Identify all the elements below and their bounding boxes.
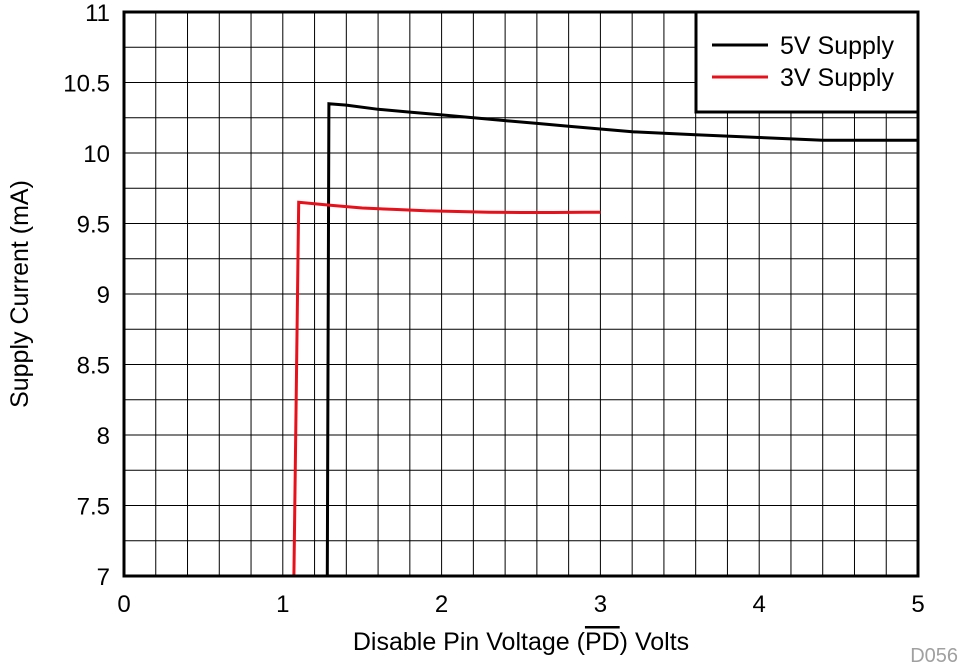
y-tick-label: 8	[97, 423, 110, 450]
x-tick-label: 0	[117, 591, 130, 618]
y-tick-label: 7	[97, 564, 110, 591]
x-tick-label: 2	[435, 591, 448, 618]
y-tick-label: 11	[85, 0, 110, 27]
legend-label-5v: 5V Supply	[780, 32, 894, 60]
x-tick-label: 5	[911, 591, 924, 618]
legend-box	[694, 10, 920, 114]
x-axis-label-overline: PD	[585, 628, 620, 656]
y-axis-label: Supply Current (mA)	[6, 180, 34, 408]
x-tick-label: 4	[753, 591, 766, 618]
legend: 5V Supply 3V Supply	[694, 10, 920, 114]
y-tick-label: 7.5	[77, 494, 110, 521]
legend-label-3v: 3V Supply	[780, 64, 894, 92]
x-axis-label: Disable Pin Voltage (PD) Volts	[353, 628, 689, 656]
x-axis-label-prefix: Disable Pin Voltage (	[353, 628, 586, 656]
series-line-1	[292, 200, 601, 577]
y-tick-label: 8.5	[77, 353, 110, 380]
series-layer	[292, 102, 918, 577]
series-line-0	[325, 102, 918, 577]
y-tick-labels: 7 7.5 8 8.5 9 9.5 10 10.5 11	[63, 0, 110, 591]
x-tick-label: 1	[276, 591, 289, 618]
x-tick-label: 3	[594, 591, 607, 618]
plot-frame	[122, 10, 920, 578]
figure-id-watermark: D056	[910, 645, 958, 667]
y-tick-label: 9.5	[77, 212, 110, 239]
y-tick-label: 10	[83, 141, 110, 168]
x-tick-labels: 0 1 2 3 4 5	[117, 591, 924, 618]
y-tick-label: 9	[97, 282, 110, 309]
y-tick-label: 10.5	[63, 71, 110, 98]
x-axis-label-suffix: ) Volts	[620, 628, 689, 656]
